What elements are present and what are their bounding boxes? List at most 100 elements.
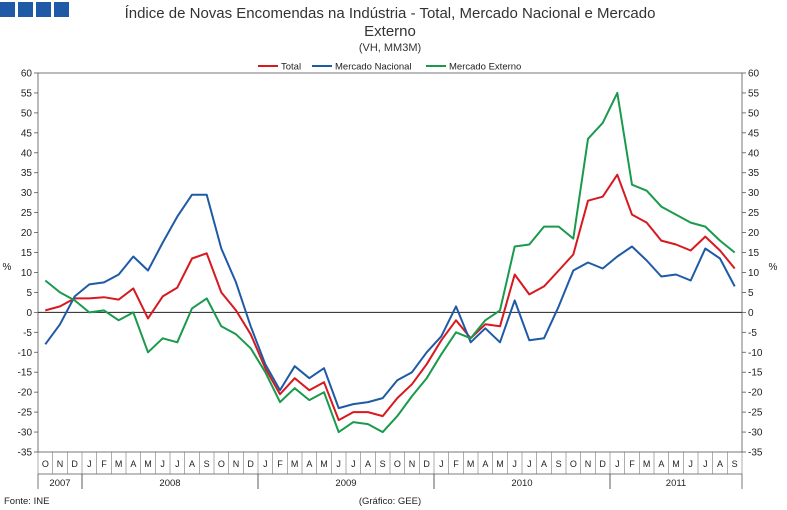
- chart-title-line2: Externo: [364, 23, 416, 40]
- logo: [0, 0, 70, 20]
- y-tick-label-right: 35: [748, 168, 760, 179]
- y-axis-label-right: %: [769, 262, 778, 273]
- month-label: D: [71, 459, 78, 469]
- month-label: M: [496, 459, 504, 469]
- year-label: 2009: [335, 478, 356, 489]
- month-label: J: [336, 459, 341, 469]
- y-tick-label-left: 20: [21, 228, 33, 239]
- axes: -35 -35 -30 -30 -25 -25 -20 -20 -15 -15 -10 -10 -5 -5…: [18, 69, 763, 459]
- month-label: A: [306, 459, 312, 469]
- y-tick-label-right: -10: [748, 348, 763, 359]
- y-tick-label-left: 5: [26, 288, 32, 299]
- month-label: F: [629, 459, 635, 469]
- month-label: M: [643, 459, 651, 469]
- y-tick-label-left: -5: [23, 328, 32, 339]
- month-label: A: [482, 459, 488, 469]
- month-label: J: [160, 459, 165, 469]
- logo-square: [0, 2, 15, 17]
- y-tick-label-left: 15: [21, 248, 33, 259]
- month-label: N: [233, 459, 240, 469]
- month-label: J: [615, 459, 620, 469]
- month-label: A: [541, 459, 547, 469]
- y-tick-label-left: -20: [18, 388, 33, 399]
- legend: Total Mercado Nacional Mercado Externo: [258, 62, 521, 73]
- month-label: A: [189, 459, 195, 469]
- y-tick-label-left: 35: [21, 168, 33, 179]
- y-tick-label-right: 40: [748, 148, 760, 159]
- y-tick-label-left: 60: [21, 69, 33, 80]
- month-label: F: [101, 459, 107, 469]
- chart-subtitle: (VH, MM3M): [359, 42, 421, 54]
- series-lines: [44, 91, 736, 434]
- month-label: D: [599, 459, 606, 469]
- year-label: 2011: [666, 478, 686, 489]
- year-label: 2007: [49, 478, 70, 489]
- month-label: A: [658, 459, 664, 469]
- legend-entry: Mercado Externo: [449, 62, 521, 73]
- series-line-total: [45, 173, 736, 422]
- month-label: J: [175, 459, 180, 469]
- month-label: O: [570, 459, 577, 469]
- legend-entry: Total: [281, 62, 301, 73]
- month-label: O: [394, 459, 401, 469]
- y-tick-label-right: -5: [748, 328, 757, 339]
- month-label: J: [351, 459, 356, 469]
- legend-entry: Mercado Nacional: [335, 62, 412, 73]
- y-tick-label-left: 55: [21, 88, 33, 99]
- logo-square: [18, 2, 33, 17]
- month-label: N: [57, 459, 64, 469]
- year-label: 2010: [511, 478, 532, 489]
- month-label: M: [320, 459, 328, 469]
- y-tick-label-left: -35: [18, 448, 33, 459]
- y-tick-label-right: -30: [748, 428, 763, 439]
- month-label: J: [439, 459, 444, 469]
- y-tick-label-left: 0: [26, 308, 32, 319]
- y-tick-label-right: 50: [748, 108, 760, 119]
- y-tick-label-right: -15: [748, 368, 763, 379]
- y-tick-label-left: 45: [21, 128, 33, 139]
- logo-square: [54, 2, 69, 17]
- y-tick-label-right: 30: [748, 188, 760, 199]
- month-label: D: [247, 459, 254, 469]
- y-tick-label-right: 15: [748, 248, 760, 259]
- y-tick-label-right: 0: [748, 308, 754, 319]
- y-tick-label-right: 55: [748, 88, 760, 99]
- month-label: J: [527, 459, 532, 469]
- y-tick-label-left: 40: [21, 148, 33, 159]
- series-line-mercado-nacional: [44, 193, 736, 410]
- month-label: O: [42, 459, 49, 469]
- y-tick-label-right: 25: [748, 208, 760, 219]
- y-tick-label-left: 25: [21, 208, 33, 219]
- month-label: A: [130, 459, 136, 469]
- month-label: M: [115, 459, 123, 469]
- y-tick-label-left: -15: [18, 368, 33, 379]
- y-tick-label-right: 60: [748, 69, 760, 80]
- month-label: M: [291, 459, 299, 469]
- y-tick-label-left: -30: [18, 428, 33, 439]
- month-label: M: [672, 459, 680, 469]
- month-label: S: [204, 459, 210, 469]
- y-tick-label-right: 10: [748, 268, 760, 279]
- footer-credit: (Gráfico: GEE): [359, 496, 421, 507]
- month-label: N: [585, 459, 592, 469]
- y-tick-label-left: -25: [18, 408, 33, 419]
- series-line-mercado-externo: [44, 91, 736, 434]
- y-tick-label-right: -25: [748, 408, 763, 419]
- month-label: M: [144, 459, 152, 469]
- month-label: F: [453, 459, 459, 469]
- month-label: J: [263, 459, 268, 469]
- y-tick-label-right: -35: [748, 448, 763, 459]
- y-tick-label-right: 20: [748, 228, 760, 239]
- month-label: J: [87, 459, 92, 469]
- month-label: D: [423, 459, 430, 469]
- logo-square: [36, 2, 51, 17]
- month-label: S: [732, 459, 738, 469]
- footer-source: Fonte: INE: [4, 496, 49, 507]
- chart-title: Índice de Novas Encomendas na Indústria …: [125, 5, 656, 22]
- y-tick-label-left: 10: [21, 268, 33, 279]
- y-tick-label-right: 5: [748, 288, 754, 299]
- month-label: F: [277, 459, 283, 469]
- month-label: M: [467, 459, 475, 469]
